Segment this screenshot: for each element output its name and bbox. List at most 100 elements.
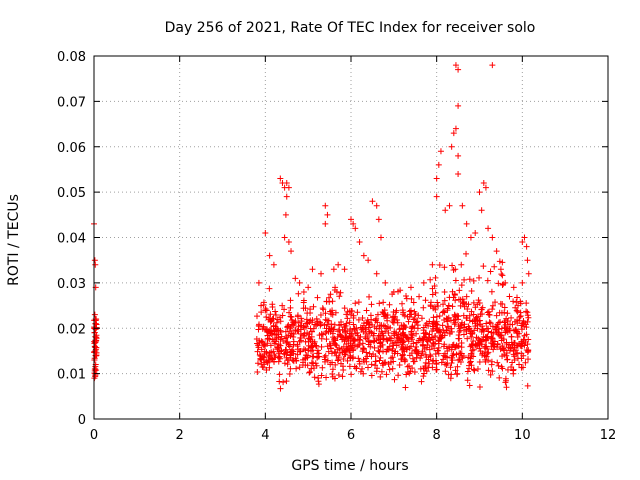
data-point (290, 341, 297, 348)
data-point (445, 302, 452, 309)
data-point (486, 319, 493, 326)
data-point (359, 365, 366, 372)
data-point (490, 346, 497, 353)
data-point (488, 329, 495, 336)
data-point (480, 180, 487, 187)
data-point (328, 325, 335, 332)
data-point (332, 361, 339, 368)
data-point (498, 309, 505, 316)
data-point (337, 289, 344, 296)
data-point (399, 352, 406, 359)
data-point (362, 355, 369, 362)
data-point (431, 333, 438, 340)
data-point (287, 297, 294, 304)
data-point (352, 300, 359, 307)
data-point (260, 323, 267, 330)
data-point (453, 351, 460, 358)
data-point (284, 349, 291, 356)
data-point (447, 364, 454, 371)
data-point (503, 352, 510, 359)
data-point (441, 264, 448, 271)
data-point (403, 293, 410, 300)
data-point (269, 301, 276, 308)
data-point (425, 356, 432, 363)
data-point (338, 318, 345, 325)
data-point (350, 346, 357, 353)
data-point (467, 234, 474, 241)
data-point (374, 311, 381, 318)
data-point (258, 302, 265, 309)
data-point (370, 351, 377, 358)
data-point (494, 340, 501, 347)
data-point (272, 311, 279, 318)
data-point (295, 328, 302, 335)
data-point (467, 343, 474, 350)
data-point (410, 316, 417, 323)
data-point (355, 355, 362, 362)
data-point (308, 344, 315, 351)
data-point (433, 193, 440, 200)
data-point (331, 321, 338, 328)
data-point (260, 302, 267, 309)
data-point (254, 342, 261, 349)
data-point (461, 276, 468, 283)
data-point (466, 317, 473, 324)
data-point (323, 298, 330, 305)
data-point (452, 277, 459, 284)
data-point (321, 322, 328, 329)
data-point (292, 275, 299, 282)
data-point (429, 328, 436, 335)
data-point (451, 344, 458, 351)
data-point (376, 348, 383, 355)
data-point (444, 324, 451, 331)
data-point (511, 339, 518, 346)
data-point (479, 323, 486, 330)
data-point (455, 313, 462, 320)
data-point (282, 328, 289, 335)
data-point (298, 315, 305, 322)
data-point (275, 341, 282, 348)
data-point (403, 295, 410, 302)
data-point (327, 291, 334, 298)
data-point (354, 329, 361, 336)
data-point (514, 308, 521, 315)
data-point (335, 372, 342, 379)
data-point (466, 276, 473, 283)
data-point (514, 317, 521, 324)
data-point (413, 339, 420, 346)
data-point (300, 345, 307, 352)
data-point (367, 343, 374, 350)
data-point (344, 357, 351, 364)
data-point (405, 338, 412, 345)
data-point (519, 320, 526, 327)
data-point (272, 308, 279, 315)
x-tick-label: 2 (176, 428, 184, 443)
data-point (422, 351, 429, 358)
data-point (450, 130, 457, 137)
data-point (509, 321, 516, 328)
data-point (499, 272, 506, 279)
x-tick-label: 12 (600, 428, 617, 443)
data-point (357, 333, 364, 340)
data-point (305, 284, 312, 291)
data-point (411, 368, 418, 375)
data-point (327, 328, 334, 335)
data-point (314, 347, 321, 354)
data-point (475, 335, 482, 342)
data-point (377, 234, 384, 241)
data-point (498, 337, 505, 344)
data-point (390, 313, 397, 320)
data-point (510, 284, 517, 291)
data-point (497, 346, 504, 353)
data-point (261, 348, 268, 355)
data-point (498, 332, 505, 339)
data-point (429, 285, 436, 292)
data-point (280, 379, 287, 386)
data-point (346, 330, 353, 337)
data-point (504, 356, 511, 363)
data-point (464, 335, 471, 342)
data-point (418, 352, 425, 359)
data-point (260, 342, 267, 349)
y-tick-label: 0.03 (57, 277, 86, 292)
data-point (332, 337, 339, 344)
